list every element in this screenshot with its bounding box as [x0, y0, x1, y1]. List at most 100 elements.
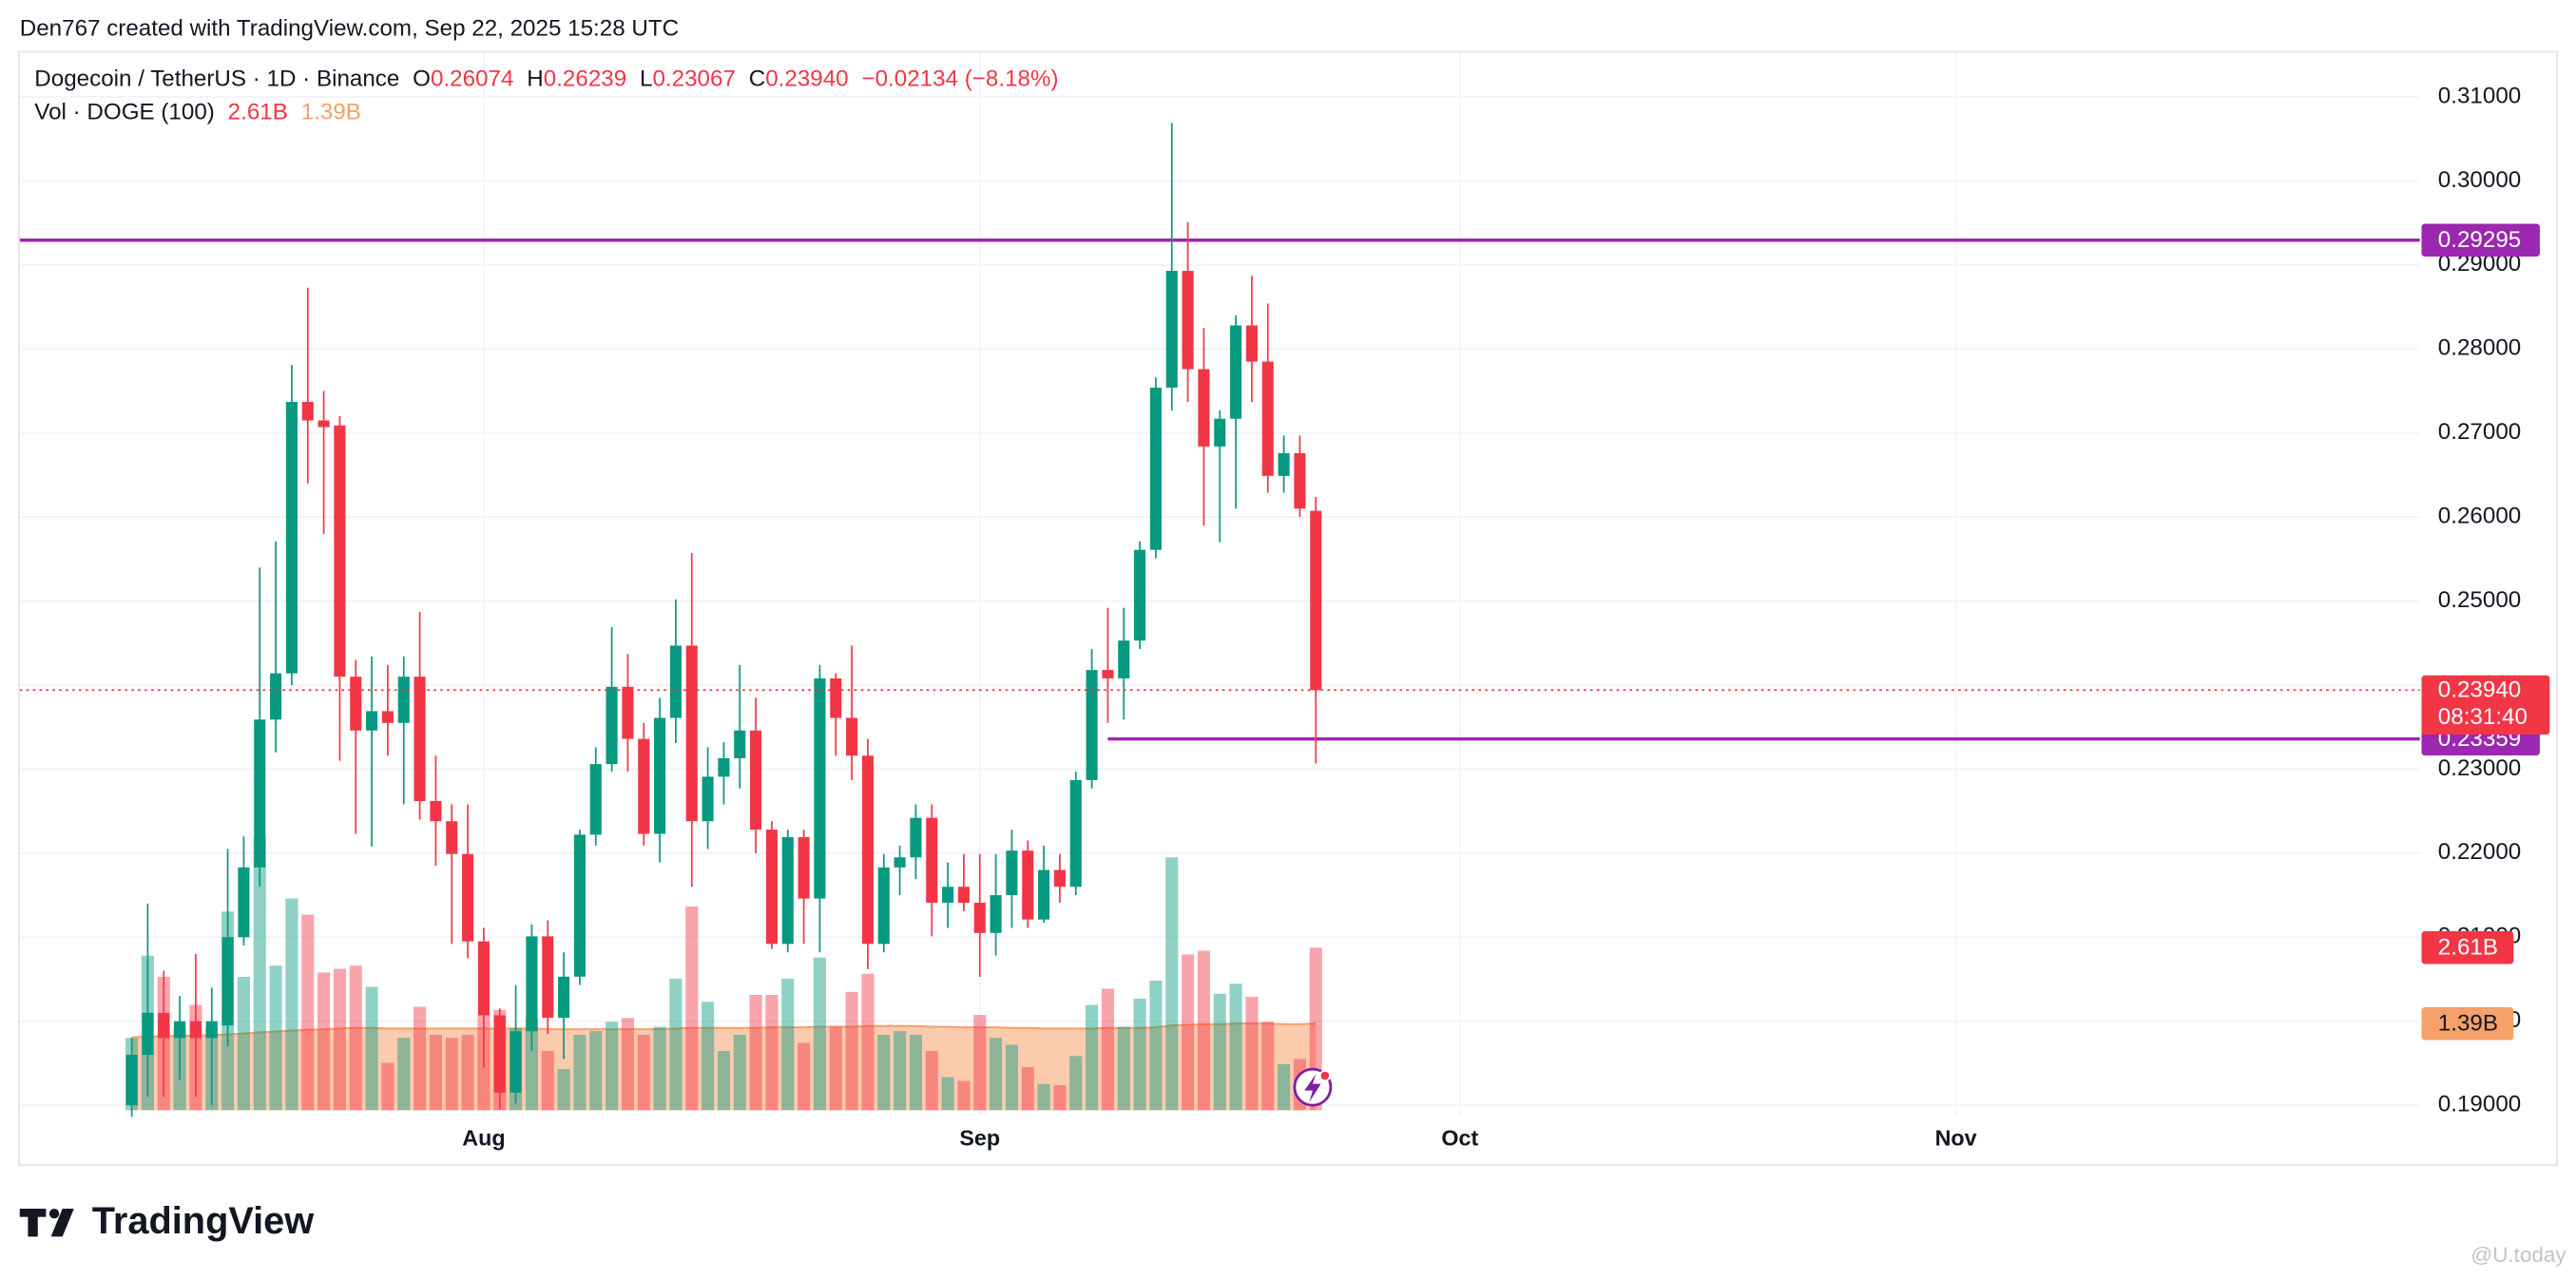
candle-body	[413, 677, 426, 802]
volume-bar	[285, 898, 298, 1111]
candle-body	[1245, 325, 1258, 362]
volume-bar	[941, 1077, 954, 1111]
volume-bar	[653, 1026, 666, 1111]
volume-bar	[733, 1035, 746, 1111]
candle-body	[1230, 325, 1242, 419]
volume-bar	[1037, 1083, 1050, 1111]
brand-name: TradingView	[92, 1200, 314, 1242]
candle-body	[1038, 869, 1050, 920]
legend-value: 0.23067	[652, 67, 735, 92]
volume-tag	[2421, 930, 2514, 964]
candle-body	[781, 837, 794, 945]
candle-body	[542, 936, 554, 1019]
candle-body	[189, 1021, 202, 1039]
chart-frame	[18, 50, 2558, 1167]
candle-body	[622, 686, 634, 739]
candle-body	[1165, 271, 1178, 388]
volume-bar	[1069, 1056, 1083, 1111]
y-tick-label: 0.25000	[2438, 587, 2521, 613]
volume-ma-tag-label: 1.39B	[2438, 1010, 2498, 1036]
volume-bar	[1229, 983, 1242, 1111]
legend-key: L	[640, 67, 652, 92]
candle-body	[1069, 779, 1082, 888]
candle-body	[685, 645, 698, 822]
volume-bar	[461, 1035, 474, 1111]
volume-tag-label: 2.61B	[2438, 935, 2498, 961]
candle-body	[270, 673, 282, 720]
candle-body	[718, 757, 730, 777]
volume-bar	[589, 1031, 603, 1111]
x-tick-label: Sep	[959, 1126, 1000, 1151]
volume-bar	[957, 1080, 971, 1111]
volume-bar	[333, 968, 346, 1111]
candle-body	[462, 853, 474, 942]
last-price-tag	[2421, 675, 2550, 735]
plot-area	[19, 123, 2420, 1117]
candle-body	[1102, 670, 1114, 678]
candle-body	[877, 867, 890, 945]
volume-bar	[317, 972, 331, 1111]
candle-body	[285, 401, 298, 674]
volume-bar	[557, 1069, 570, 1111]
candle-body	[1261, 361, 1274, 476]
candle-body	[125, 1055, 138, 1106]
volume-bar	[1278, 1063, 1291, 1111]
candle-body	[158, 1012, 170, 1039]
volume-bar	[1133, 999, 1146, 1111]
volume-bar	[1101, 988, 1115, 1111]
volume-bar	[894, 1031, 907, 1111]
candle-body	[317, 420, 330, 428]
candle-body	[301, 401, 314, 421]
candle-body	[910, 817, 922, 858]
volume-bar	[525, 1018, 538, 1111]
brand-logo: TradingView	[19, 1200, 314, 1242]
level-tag	[2421, 223, 2540, 258]
candle-body	[926, 817, 938, 904]
volume-bar	[749, 995, 762, 1111]
candle-body	[350, 677, 362, 731]
legend-change: −0.02134 (−8.18%)	[861, 67, 1058, 92]
volume-bar	[413, 1006, 427, 1111]
candle-body	[798, 837, 810, 899]
volume-bar	[397, 1038, 411, 1111]
volume-bar	[1117, 1026, 1130, 1111]
y-tick-label: 0.23000	[2438, 755, 2521, 781]
y-tick-label: 0.31000	[2438, 83, 2521, 108]
candle-body	[509, 1031, 522, 1093]
volume-bar	[861, 973, 875, 1111]
legend-price: Dogecoin / TetherUS · 1D · Binance O0.260…	[34, 67, 1058, 92]
candle-body	[606, 686, 618, 765]
y-tick-label: 0.28000	[2438, 335, 2521, 361]
x-tick-label: Aug	[462, 1126, 505, 1151]
volume-bar	[381, 1062, 394, 1111]
candle-body	[205, 1021, 218, 1039]
x-tick-label: Nov	[1935, 1126, 1977, 1151]
volume-bar	[1197, 950, 1211, 1111]
candle-body	[446, 821, 458, 854]
volume-bar	[269, 965, 282, 1111]
volume-bar	[1165, 857, 1179, 1111]
candle-body	[397, 677, 410, 723]
candle-body	[142, 1012, 154, 1056]
countdown: 08:31:40	[2438, 704, 2528, 730]
legend-volume-value: 2.61B	[228, 100, 288, 125]
legend-key: H	[527, 67, 543, 92]
candle-body	[238, 867, 250, 938]
volume-bar	[669, 979, 682, 1111]
volume-bar	[1213, 993, 1226, 1111]
candle-body	[174, 1021, 186, 1039]
volume-bar	[1086, 1004, 1099, 1111]
volume-bar	[1053, 1085, 1067, 1111]
candle-body	[366, 711, 378, 731]
volume-bar	[253, 837, 266, 1111]
candle-body	[477, 941, 490, 1016]
volume-bar	[702, 1002, 715, 1111]
volume-bar	[813, 957, 827, 1111]
y-tick-label: 0.22000	[2438, 839, 2521, 865]
volume-bar	[365, 986, 378, 1111]
candle-body	[334, 425, 346, 678]
candle-body	[573, 834, 586, 977]
volume-bar	[877, 1035, 891, 1111]
candle-body	[894, 857, 906, 868]
